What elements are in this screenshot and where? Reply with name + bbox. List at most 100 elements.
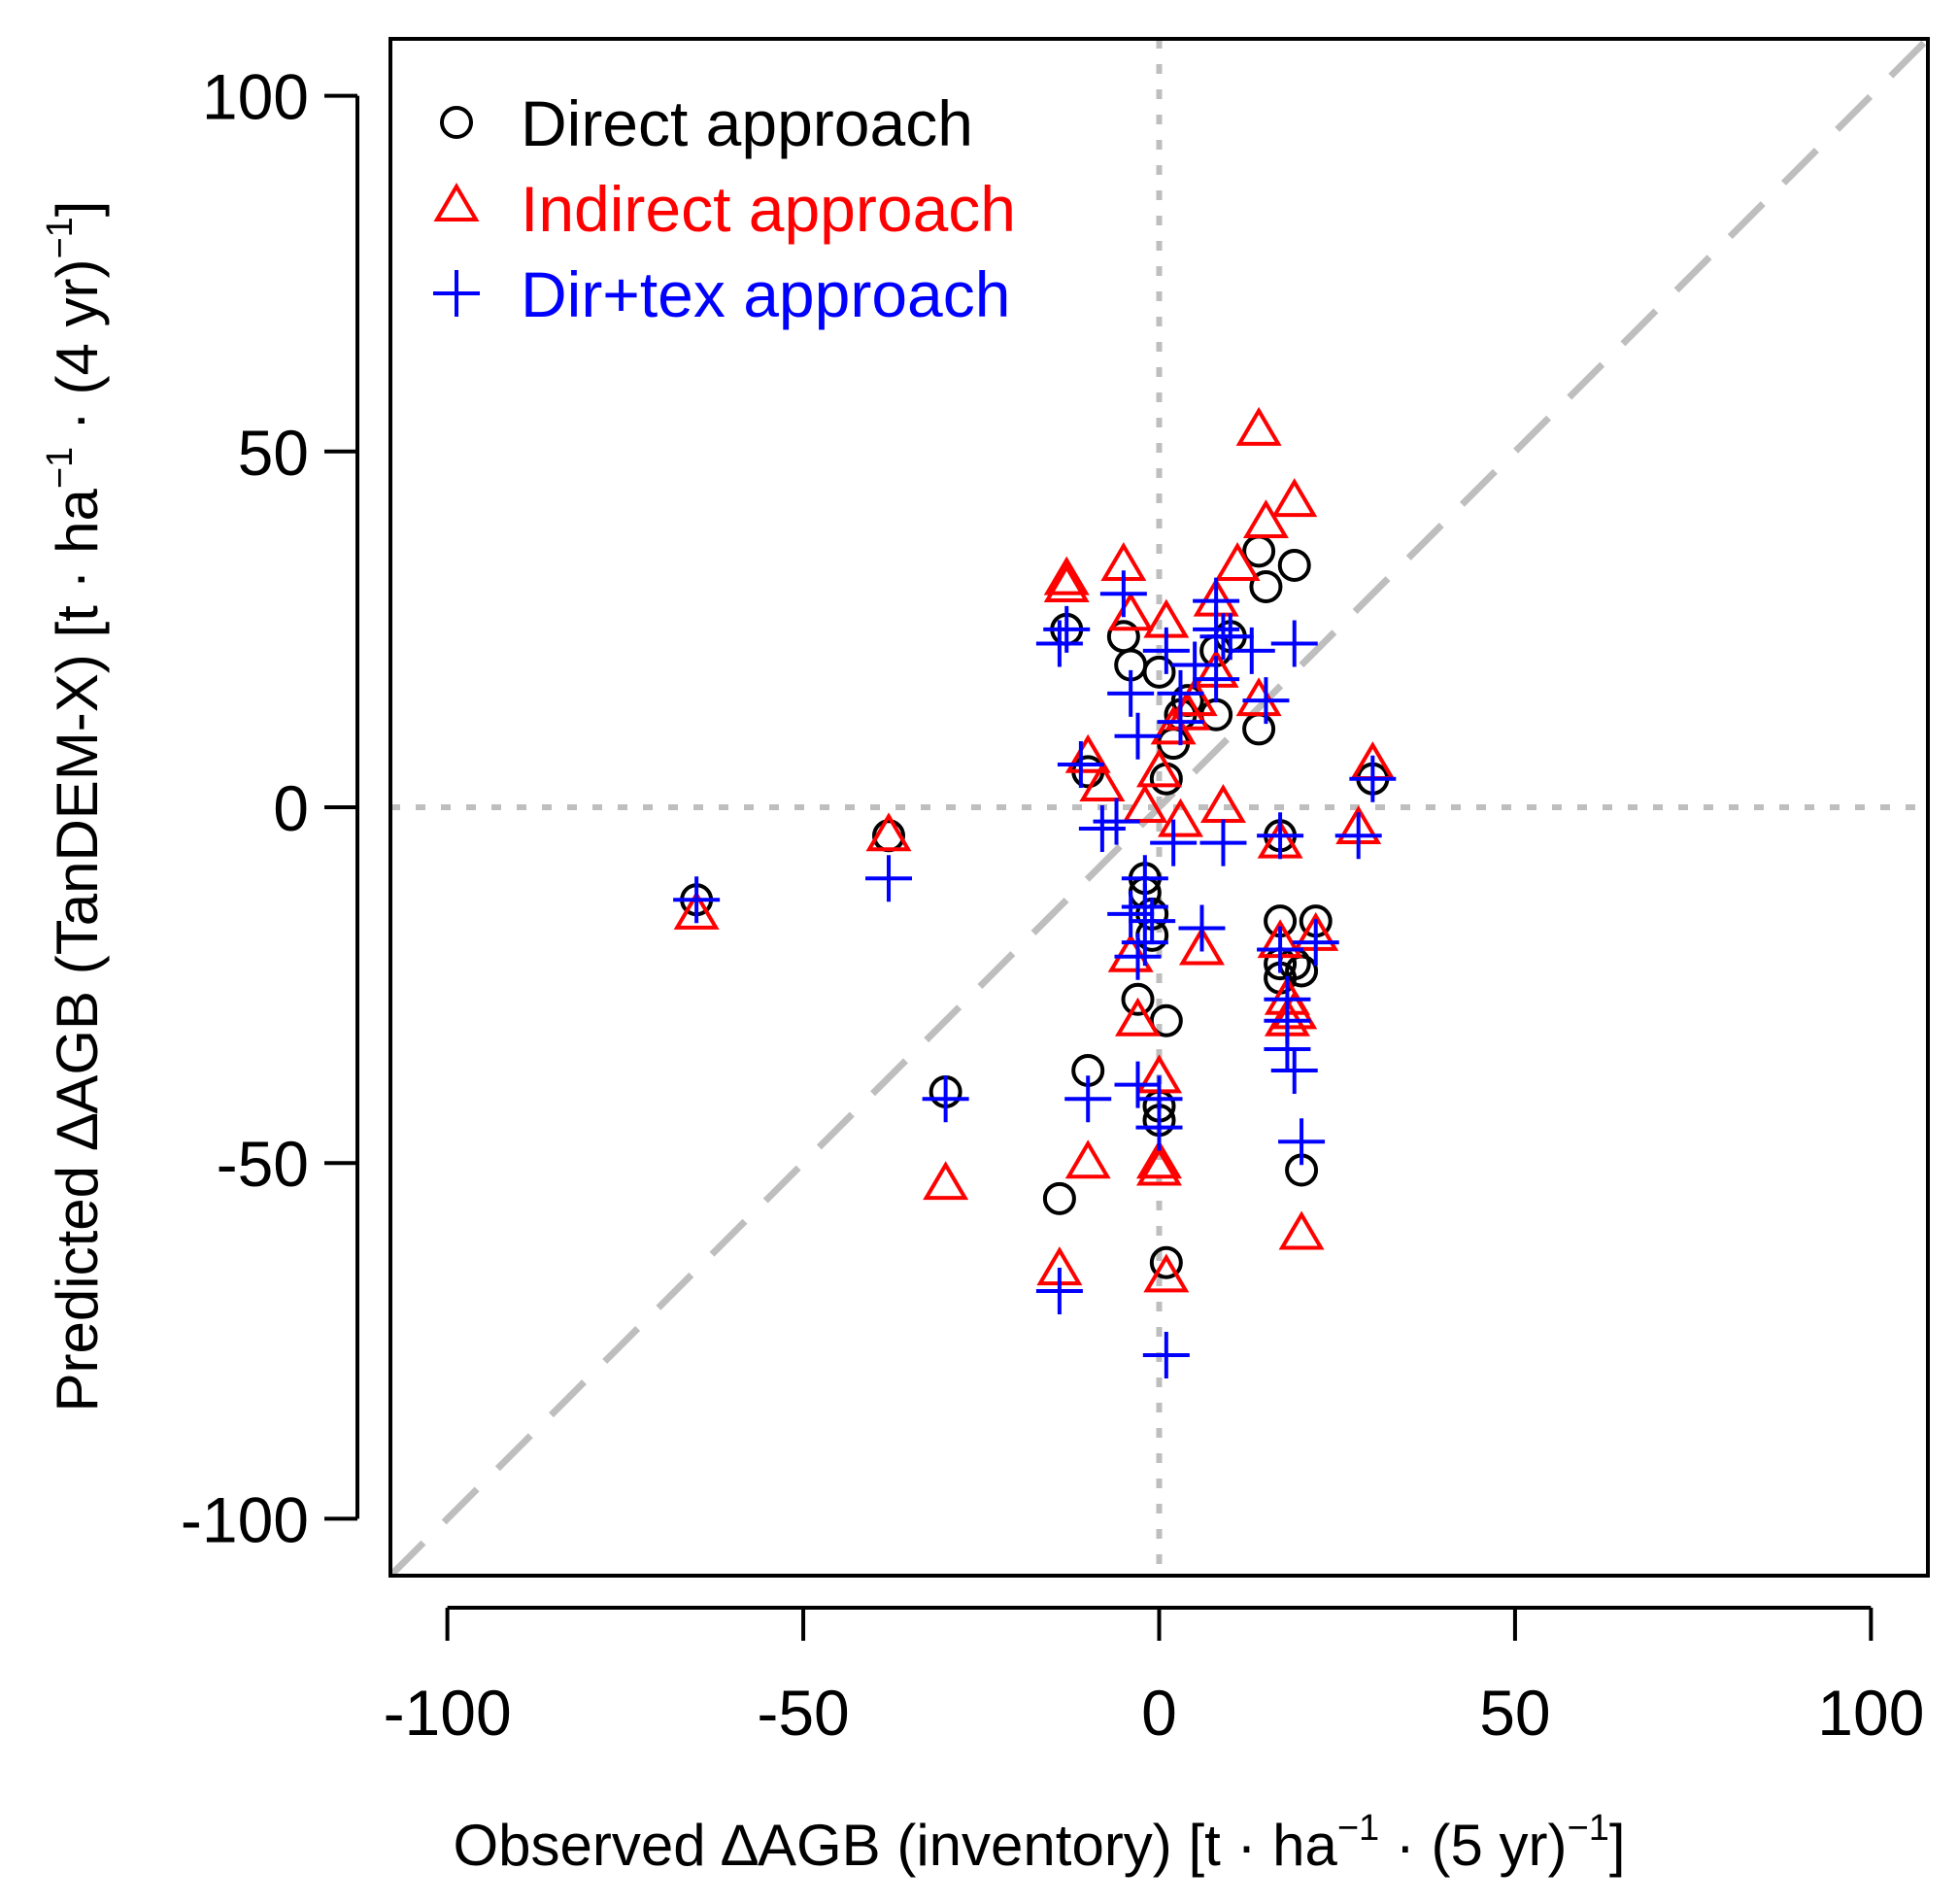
data-point-triangle <box>673 890 720 930</box>
data-point-triangle <box>1242 499 1289 539</box>
data-point-plus <box>1135 1104 1183 1151</box>
legend-label-direct: Direct approach <box>521 87 973 159</box>
data-point-plus <box>1057 741 1104 789</box>
x-axis: -100 -50 0 50 100 <box>384 1606 1924 1749</box>
y-axis-title-sup1: −1 <box>40 447 81 489</box>
x-axis-title-end: ] <box>1609 1813 1626 1878</box>
data-point-plus <box>1270 620 1318 667</box>
data-point-circle <box>1149 1003 1183 1037</box>
data-point-plus <box>1114 933 1162 980</box>
data-point-triangle <box>1157 798 1203 837</box>
legend-item-indirect: Indirect approach <box>433 173 1016 245</box>
data-point-triangle <box>1171 677 1218 717</box>
data-point-plus <box>1093 798 1140 845</box>
data-point-plus <box>922 1075 969 1123</box>
data-point-plus <box>1178 904 1226 952</box>
data-point-triangle <box>1271 990 1318 1030</box>
y-tick-label: 50 <box>238 417 309 489</box>
data-point-plus <box>1199 819 1247 867</box>
data-point-plus <box>1107 890 1155 937</box>
x-axis-title-main: Observed ∆AGB (inventory) [t · ha <box>453 1813 1337 1878</box>
y-tick-label: -50 <box>217 1128 309 1200</box>
y-axis-title-mid: · (4 yr) <box>45 259 110 447</box>
data-point-triangle <box>1150 705 1197 745</box>
series-plus <box>673 570 1397 1378</box>
x-tick-label: -50 <box>757 1677 849 1749</box>
data-point-triangle <box>1107 933 1154 972</box>
data-point-plus <box>1064 1075 1112 1123</box>
data-point-triangle <box>1278 1210 1325 1250</box>
legend: Direct approach Indirect approach Dir+te… <box>433 87 1016 330</box>
data-point-plus <box>1078 804 1126 852</box>
data-point-plus <box>673 876 721 924</box>
data-point-plus <box>1121 919 1168 967</box>
data-point-triangle <box>1178 926 1225 966</box>
one-to-one-line <box>388 36 1931 1579</box>
data-point-plus <box>1334 812 1382 860</box>
y-tick-label: 0 <box>273 772 309 844</box>
data-point-triangle <box>1271 478 1318 518</box>
data-point-triangle <box>1143 1253 1190 1293</box>
data-point-triangle <box>1043 556 1090 595</box>
x-axis-title-sup1: −1 <box>1337 1808 1379 1849</box>
x-tick-label: -100 <box>384 1677 512 1749</box>
legend-triangle-marker <box>433 183 480 221</box>
data-point-plus <box>1043 605 1091 653</box>
data-point-triangle <box>865 812 912 852</box>
data-point-circle <box>1149 1245 1183 1279</box>
y-axis-title-end: ] <box>45 201 110 218</box>
data-point-plus <box>1264 1026 1311 1073</box>
data-point-triangle <box>1235 677 1282 717</box>
data-point-triangle <box>1115 997 1162 1037</box>
y-tick-label: -100 <box>181 1483 309 1555</box>
data-point-triangle <box>1214 542 1261 581</box>
legend-item-dirtex: Dir+tex approach <box>433 258 1010 330</box>
data-point-plus <box>1035 620 1083 667</box>
x-tick-label: 100 <box>1817 1677 1924 1749</box>
data-point-plus <box>1193 656 1240 703</box>
data-point-plus <box>1035 1268 1083 1315</box>
data-point-circle <box>1242 712 1276 746</box>
y-tick-label: 100 <box>202 61 309 133</box>
data-point-plus <box>1257 812 1304 860</box>
data-point-plus <box>1270 1046 1318 1094</box>
data-point-plus <box>1171 641 1219 689</box>
x-tick-label: 0 <box>1141 1677 1177 1749</box>
data-point-circle <box>1142 655 1176 689</box>
legend-label-dirtex: Dir+tex approach <box>521 258 1010 330</box>
data-point-triangle <box>1136 748 1182 788</box>
legend-label-indirect: Indirect approach <box>521 173 1016 245</box>
data-point-plus <box>1114 712 1162 760</box>
data-point-triangle <box>1064 733 1111 773</box>
x-axis-title-mid: · (5 yr) <box>1379 1813 1567 1878</box>
data-point-plus <box>1242 677 1290 725</box>
data-point-circle <box>1249 569 1283 603</box>
data-point-plus <box>1157 698 1204 746</box>
data-point-plus <box>1292 919 1339 967</box>
data-point-plus <box>1107 669 1155 717</box>
data-point-triangle <box>1136 1146 1182 1186</box>
data-point-plus <box>1099 570 1147 618</box>
data-point-triangle <box>1064 1139 1111 1179</box>
y-axis-title-sup2: −1 <box>40 217 81 258</box>
data-point-triangle <box>1235 406 1282 446</box>
x-tick-label: 50 <box>1479 1677 1550 1749</box>
y-axis: -100 -50 0 50 100 <box>181 61 359 1555</box>
data-point-plus <box>1349 755 1397 802</box>
legend-circle-marker <box>440 106 473 139</box>
data-point-circle <box>1042 1181 1076 1215</box>
data-point-plus <box>1264 975 1311 1023</box>
data-point-triangle <box>1122 784 1168 823</box>
data-point-circle <box>1121 982 1155 1016</box>
data-point-triangle <box>1043 563 1090 602</box>
legend-item-direct: Direct approach <box>440 87 973 159</box>
reference-lines <box>388 36 1931 1579</box>
data-point-triangle <box>1079 763 1126 802</box>
data-point-plus <box>865 855 913 902</box>
series-circle <box>680 534 1390 1279</box>
data-point-triangle <box>923 1161 969 1201</box>
x-axis-title: Observed ∆AGB (inventory) [t · ha−1 · (5… <box>453 1808 1625 1878</box>
x-axis-title-sup2: −1 <box>1568 1808 1609 1849</box>
data-point-triangle <box>1199 784 1246 823</box>
